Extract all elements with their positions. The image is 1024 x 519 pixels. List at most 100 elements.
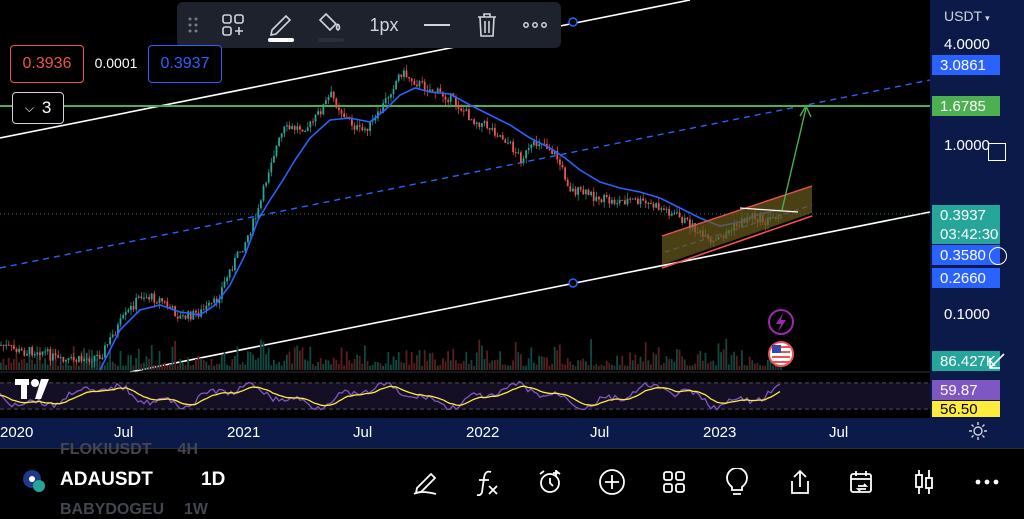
time-label: 2023 [703, 424, 737, 441]
price-chart[interactable] [0, 0, 1024, 448]
candle [189, 311, 192, 320]
pencil-icon[interactable] [263, 2, 299, 48]
candle [122, 315, 124, 319]
candle [517, 152, 520, 154]
volume-bar [460, 363, 462, 370]
candle [80, 356, 83, 361]
add-circle-icon[interactable] [597, 467, 627, 497]
volume-bar [629, 352, 631, 370]
candle [306, 127, 309, 131]
volume-bar [351, 363, 353, 370]
volume-bar [509, 365, 512, 370]
candle [15, 348, 18, 353]
sell-price-button[interactable]: 0.3936 [10, 45, 84, 83]
us-flag-icon[interactable] [768, 341, 794, 367]
candle [20, 348, 23, 351]
candle [239, 251, 241, 253]
volume-bar [741, 350, 743, 370]
volume-bar [579, 360, 582, 370]
more-options-icon[interactable] [517, 2, 553, 48]
volume-bar [13, 359, 15, 370]
time-label: Jul [353, 424, 373, 441]
volume-bar [171, 346, 174, 370]
candle [283, 126, 286, 134]
currency-selector[interactable]: USDT ▾ [944, 8, 990, 24]
candle [57, 355, 59, 358]
alert-clock-icon[interactable] [535, 467, 565, 497]
candle [652, 203, 655, 208]
candle [665, 208, 668, 210]
volume-bar [15, 352, 18, 370]
interval-button[interactable]: 1D [201, 469, 226, 490]
volume-bar [611, 364, 613, 370]
ideas-lightbulb-icon[interactable] [722, 467, 752, 497]
volume-bar [239, 364, 241, 370]
volume-bar [28, 352, 31, 370]
volume-bar [494, 360, 496, 370]
volume-bar [353, 358, 356, 370]
volume-bar [652, 352, 655, 370]
symbol-name[interactable]: ADAUSDT [60, 469, 153, 490]
indicators-collapse-button[interactable]: ⌵ 3 [12, 92, 64, 124]
line-style-icon[interactable] [419, 2, 455, 48]
candle [39, 352, 41, 355]
trendline-handle[interactable] [568, 17, 578, 27]
projection-arrow[interactable] [781, 107, 807, 211]
volume-bar [421, 365, 423, 370]
buy-price-button[interactable]: 0.3937 [148, 45, 222, 83]
candle [351, 119, 353, 126]
volume-bar [707, 363, 709, 370]
drawing-toolbar: 1px [177, 2, 561, 48]
volume-bar [197, 355, 200, 370]
lightning-icon[interactable] [768, 309, 794, 335]
volume-bar [306, 360, 309, 370]
candle [600, 199, 603, 203]
trendline-handle[interactable] [568, 278, 578, 288]
candle [644, 200, 647, 204]
indicators-fx-icon[interactable] [472, 467, 502, 497]
candle [618, 199, 621, 204]
drawing-pen-icon[interactable] [410, 467, 440, 497]
parallel-channel[interactable] [662, 186, 812, 265]
volume-bar [231, 359, 234, 370]
candle [361, 126, 364, 131]
volume-bar [572, 364, 574, 370]
volume-bar [574, 365, 577, 370]
candle [145, 296, 148, 298]
candlestick-chart-icon[interactable] [909, 467, 939, 497]
symbol-logo-icon[interactable] [22, 469, 46, 493]
volume-bar [366, 360, 369, 370]
volume-bar [650, 364, 652, 370]
candle [525, 150, 527, 159]
volume-bar [31, 359, 33, 370]
candle [452, 93, 455, 97]
square-icon[interactable] [988, 143, 1006, 161]
volume-bar [176, 365, 179, 370]
settings-sun-icon[interactable] [968, 421, 988, 441]
trash-icon[interactable] [469, 2, 505, 48]
volume-bar [535, 364, 538, 370]
layout-add-icon[interactable] [215, 2, 251, 48]
candle [390, 94, 392, 98]
candle [319, 111, 322, 115]
candle [91, 361, 93, 363]
candle [291, 126, 293, 130]
candle [371, 120, 374, 122]
volume-bar [322, 363, 325, 370]
corner-arrow-icon[interactable] [988, 352, 1006, 370]
volume-bar [288, 351, 291, 370]
circle-icon[interactable] [989, 247, 1007, 265]
calendar-replay-icon[interactable] [847, 467, 877, 497]
candle [208, 302, 210, 306]
fill-bucket-icon[interactable] [313, 2, 349, 48]
candle [195, 310, 197, 313]
more-menu-icon[interactable] [972, 467, 1002, 497]
volume-bar [215, 364, 218, 370]
share-icon[interactable] [785, 467, 815, 497]
volume-bar [699, 350, 702, 370]
dashed-channel-upper[interactable] [0, 79, 931, 269]
line-width-button[interactable]: 1px [369, 14, 399, 35]
drag-handle-icon[interactable] [185, 2, 201, 48]
layout-grid-icon[interactable] [659, 467, 689, 497]
candle [46, 349, 49, 352]
